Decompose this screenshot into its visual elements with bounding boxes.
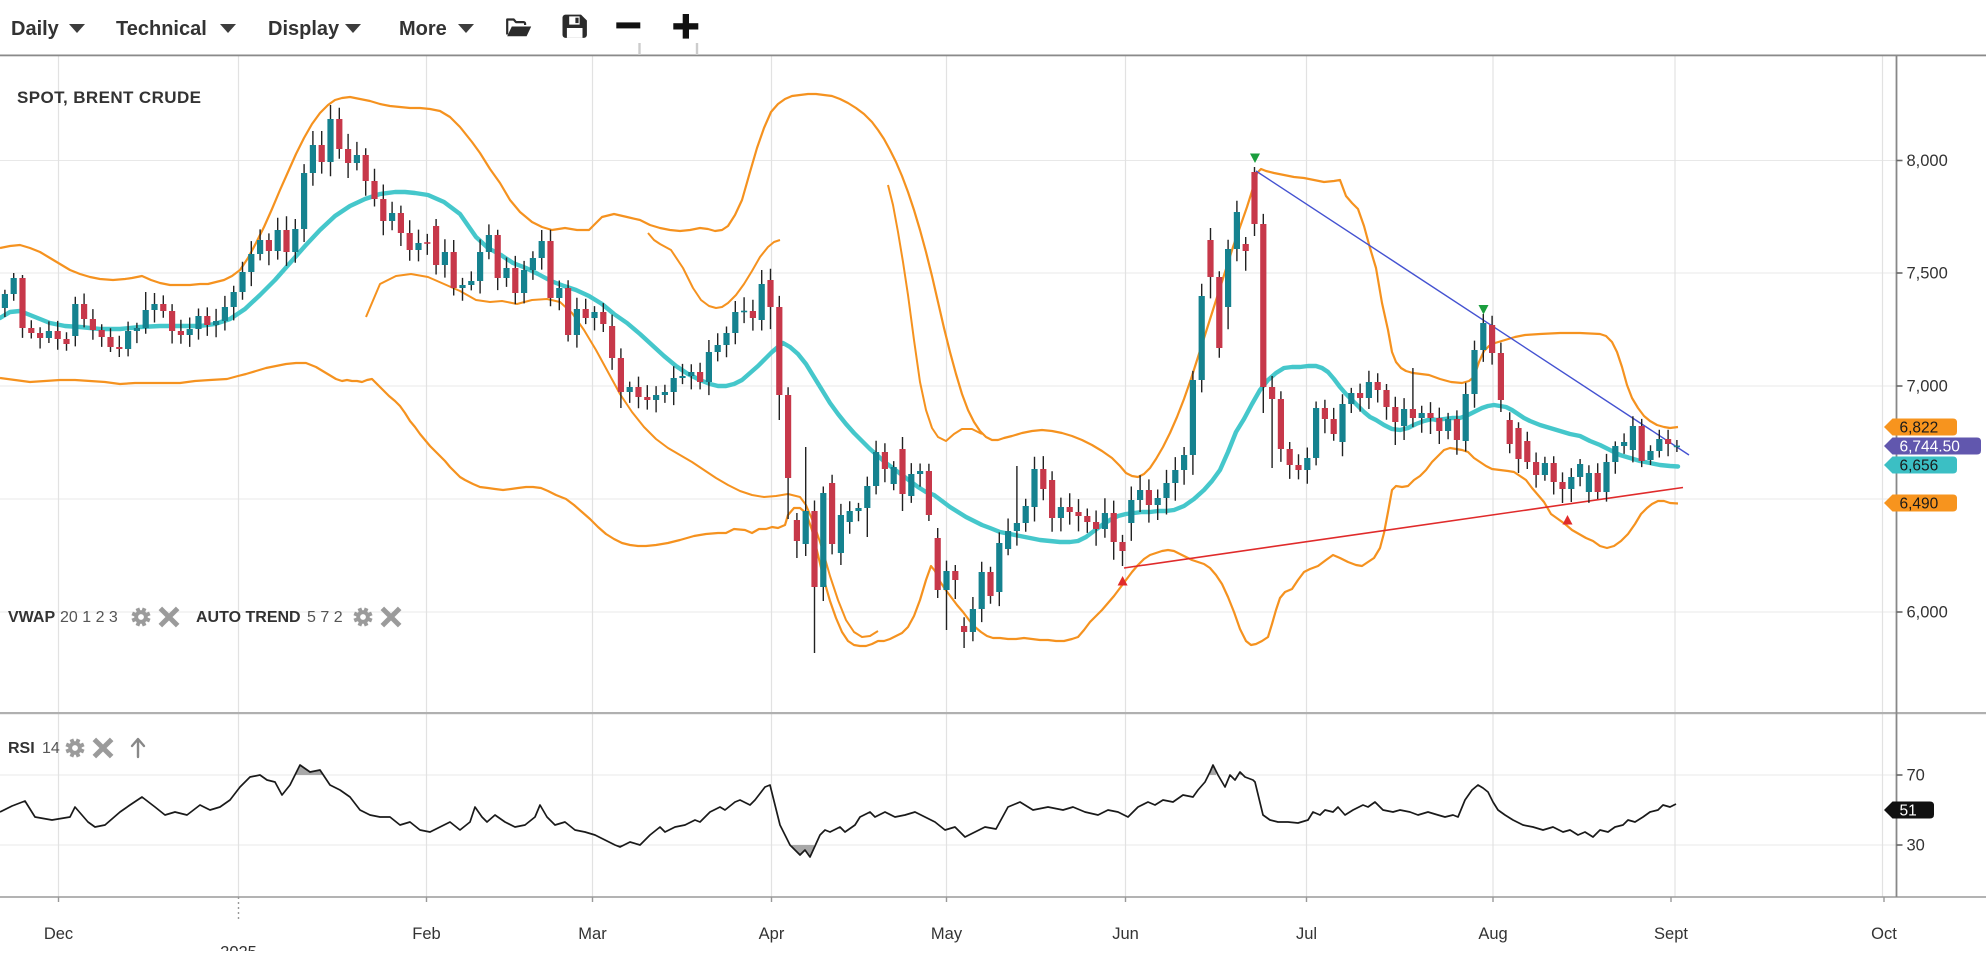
svg-text:2025: 2025 bbox=[220, 944, 257, 952]
svg-text:6,656: 6,656 bbox=[1900, 457, 1939, 474]
svg-text:30: 30 bbox=[1907, 837, 1925, 855]
svg-text:VWAP: VWAP bbox=[8, 609, 55, 626]
svg-text:Dec: Dec bbox=[44, 925, 73, 943]
svg-text:8,000: 8,000 bbox=[1907, 152, 1948, 170]
svg-text:7,500: 7,500 bbox=[1907, 265, 1948, 283]
svg-text:Oct: Oct bbox=[1871, 925, 1897, 943]
svg-text:70: 70 bbox=[1907, 767, 1925, 785]
svg-text:5 7 2: 5 7 2 bbox=[307, 609, 343, 626]
svg-text:Feb: Feb bbox=[412, 925, 440, 943]
svg-text:Mar: Mar bbox=[578, 925, 607, 943]
svg-text:6,744.50: 6,744.50 bbox=[1900, 438, 1961, 455]
svg-text:AUTO TREND: AUTO TREND bbox=[196, 609, 301, 626]
svg-text:Jul: Jul bbox=[1296, 925, 1317, 943]
svg-text:14: 14 bbox=[42, 740, 60, 757]
svg-text:20 1 2 3: 20 1 2 3 bbox=[60, 609, 118, 626]
svg-text:6,000: 6,000 bbox=[1907, 604, 1948, 622]
svg-text:7,000: 7,000 bbox=[1907, 378, 1948, 396]
svg-text:Sept: Sept bbox=[1654, 925, 1688, 943]
svg-text:Apr: Apr bbox=[759, 925, 785, 943]
svg-text:Aug: Aug bbox=[1478, 925, 1507, 943]
svg-text:Technical: Technical bbox=[116, 18, 207, 40]
svg-text:RSI: RSI bbox=[8, 740, 35, 757]
svg-text:6,490: 6,490 bbox=[1900, 495, 1939, 512]
svg-text:Jun: Jun bbox=[1112, 925, 1139, 943]
svg-text:6,822: 6,822 bbox=[1900, 419, 1939, 436]
svg-text:Display: Display bbox=[268, 18, 340, 40]
svg-text:Daily: Daily bbox=[11, 18, 60, 40]
svg-text:May: May bbox=[931, 925, 963, 943]
svg-text:SPOT, BRENT CRUDE: SPOT, BRENT CRUDE bbox=[17, 88, 201, 107]
svg-text:51: 51 bbox=[1900, 802, 1917, 819]
svg-text:More: More bbox=[399, 18, 447, 40]
